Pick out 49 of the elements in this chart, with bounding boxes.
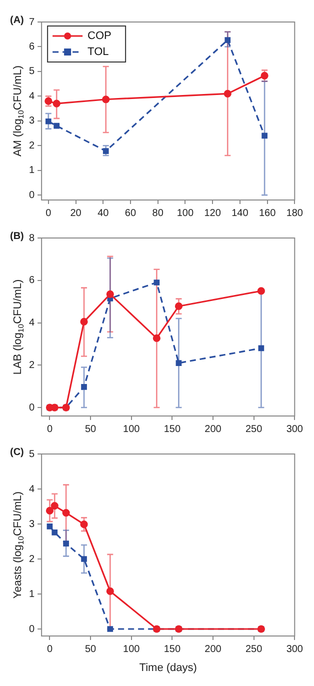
x-tick-label: 50 bbox=[84, 424, 97, 435]
y-tick-label: 0 bbox=[29, 624, 35, 635]
x-tick-label: 40 bbox=[98, 208, 110, 219]
y-tick-label: 7 bbox=[29, 16, 35, 28]
y-tick-label: 3 bbox=[29, 518, 35, 530]
x-tick-label: 180 bbox=[286, 208, 304, 219]
chart-title: (A) bbox=[10, 14, 24, 26]
x-tick-label: 140 bbox=[232, 208, 249, 219]
y-tick-label: 8 bbox=[29, 232, 35, 244]
x-tick-label: 100 bbox=[123, 644, 140, 655]
x-tick-label: 0 bbox=[46, 208, 52, 219]
y-tick-label: 1 bbox=[29, 165, 35, 176]
y-tick-label: 0 bbox=[29, 190, 35, 201]
legend-label: TOL bbox=[88, 46, 109, 58]
y-tick-label: 6 bbox=[29, 41, 35, 52]
x-tick-label: 100 bbox=[176, 208, 194, 219]
y-tick-label: 4 bbox=[29, 318, 35, 329]
x-tick-label: 200 bbox=[204, 644, 222, 655]
x-tick-label: 120 bbox=[204, 208, 222, 219]
x-tick-label: 80 bbox=[152, 208, 164, 219]
x-tick-label: 250 bbox=[245, 644, 263, 655]
y-tick-label: 4 bbox=[29, 90, 35, 102]
x-tick-label: 160 bbox=[258, 208, 276, 219]
x-tick-label: 250 bbox=[245, 424, 263, 435]
legend-label: COP bbox=[88, 30, 112, 42]
y-tick-label: 1 bbox=[29, 588, 35, 600]
y-tick-label: 2 bbox=[29, 360, 35, 371]
x-tick-label: 100 bbox=[123, 424, 140, 435]
y-tick-label: 6 bbox=[29, 275, 35, 286]
x-tick-label: 0 bbox=[46, 424, 53, 435]
x-axis-title: Time (days) bbox=[139, 662, 197, 674]
y-tick-label: 2 bbox=[29, 554, 35, 565]
x-tick-label: 150 bbox=[164, 424, 181, 435]
x-tick-label: 200 bbox=[204, 424, 222, 435]
y-tick-label: 3 bbox=[29, 116, 35, 127]
chart-title: (B) bbox=[10, 230, 24, 242]
x-tick-label: 300 bbox=[286, 644, 304, 655]
y-tick-label: 2 bbox=[29, 140, 35, 152]
y-tick-label: 4 bbox=[29, 484, 35, 495]
y-tick-label: 0 bbox=[29, 402, 35, 414]
x-tick-label: 150 bbox=[164, 644, 181, 655]
x-tick-label: 50 bbox=[84, 644, 97, 655]
x-tick-label: 60 bbox=[124, 208, 136, 219]
y-tick-label: 5 bbox=[29, 66, 35, 78]
chart-title: (C) bbox=[10, 446, 24, 458]
x-tick-label: 300 bbox=[286, 424, 304, 435]
x-tick-label: 20 bbox=[70, 208, 82, 219]
x-tick-label: 0 bbox=[46, 644, 53, 655]
y-tick-label: 5 bbox=[29, 448, 35, 460]
